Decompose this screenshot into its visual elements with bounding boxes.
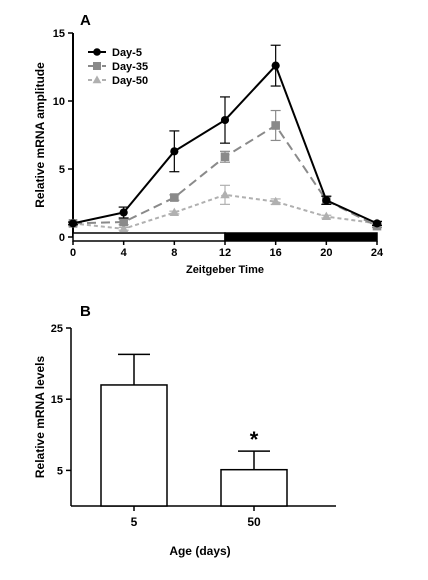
data-point <box>170 147 179 156</box>
data-point <box>169 207 180 216</box>
y-tick-label: 15 <box>53 28 65 40</box>
significance-marker: * <box>250 427 259 452</box>
y-tick-label: 5 <box>57 465 63 477</box>
data-point <box>119 217 128 227</box>
panel-a-label: A <box>80 12 91 29</box>
data-point <box>92 75 102 84</box>
x-tick-label: 4 <box>121 247 128 259</box>
light-phase-bar <box>72 232 226 242</box>
x-tick-label: 20 <box>320 247 332 259</box>
panel-a-y-axis-title: Relative mRNA amplitude <box>33 62 47 208</box>
panel-b-y-axis-title: Relative mRNA levels <box>33 356 47 479</box>
data-point <box>68 219 78 228</box>
x-tick-label: 8 <box>171 247 177 259</box>
panel-b: B Relative mRNA levels Age (days) 51525 … <box>33 303 336 558</box>
series-day-50 <box>68 184 382 233</box>
data-point <box>220 152 230 162</box>
y-tick-label: 5 <box>59 164 65 176</box>
data-point <box>271 121 280 130</box>
panel-b-label: B <box>80 303 91 320</box>
bar-group-50: 50 * <box>220 427 288 529</box>
x-tick-label: 24 <box>371 247 384 259</box>
data-point <box>220 115 230 125</box>
y-tick-label: 25 <box>51 323 63 335</box>
bar-group-5: 5 <box>100 353 168 529</box>
x-tick-label: 12 <box>219 247 231 259</box>
legend-label: Day-5 <box>112 47 142 59</box>
panel-a-y-ticks: 0 5 10 15 <box>53 28 73 244</box>
data-point <box>271 61 280 70</box>
bar <box>220 468 288 507</box>
dark-phase-bar <box>224 232 378 242</box>
y-tick-label: 0 <box>59 232 65 244</box>
x-tick-label: 0 <box>70 247 76 259</box>
data-point <box>170 193 179 202</box>
panel-a-x-axis-title: Zeitgeber Time <box>186 264 264 276</box>
panel-b-y-ticks: 5 15 25 <box>51 323 71 477</box>
panel-b-bars: 5 50 * <box>100 353 288 529</box>
data-point <box>93 62 101 70</box>
data-point <box>321 211 332 221</box>
data-point <box>322 196 331 205</box>
series-day-5 <box>68 44 382 228</box>
data-point <box>119 208 128 217</box>
data-point <box>93 48 101 56</box>
data-point <box>372 219 382 228</box>
panel-a-series <box>68 44 382 233</box>
y-tick-label: 10 <box>53 96 65 108</box>
legend-entry: Day-50 <box>88 75 148 87</box>
legend-entry: Day-35 <box>88 61 148 73</box>
bar <box>100 384 168 507</box>
legend-entry: Day-5 <box>88 47 142 59</box>
legend-label: Day-50 <box>112 75 148 87</box>
y-tick-label: 15 <box>51 394 63 406</box>
data-point <box>270 196 281 206</box>
panel-a: A Relative mRNA amplitude Zeitgeber Time… <box>33 12 384 276</box>
data-point <box>118 223 129 233</box>
x-tick-label: 5 <box>131 515 138 529</box>
legend-label: Day-35 <box>112 61 148 73</box>
panel-b-x-axis-title: Age (days) <box>169 544 230 558</box>
panel-a-x-ticks: 0 4 8 12 16 20 24 <box>70 241 384 259</box>
x-tick-label: 16 <box>270 247 282 259</box>
x-tick-label: 50 <box>247 515 261 529</box>
data-point <box>220 189 230 199</box>
panel-a-legend: Day-5 Day-35 Day-50 <box>88 47 148 87</box>
